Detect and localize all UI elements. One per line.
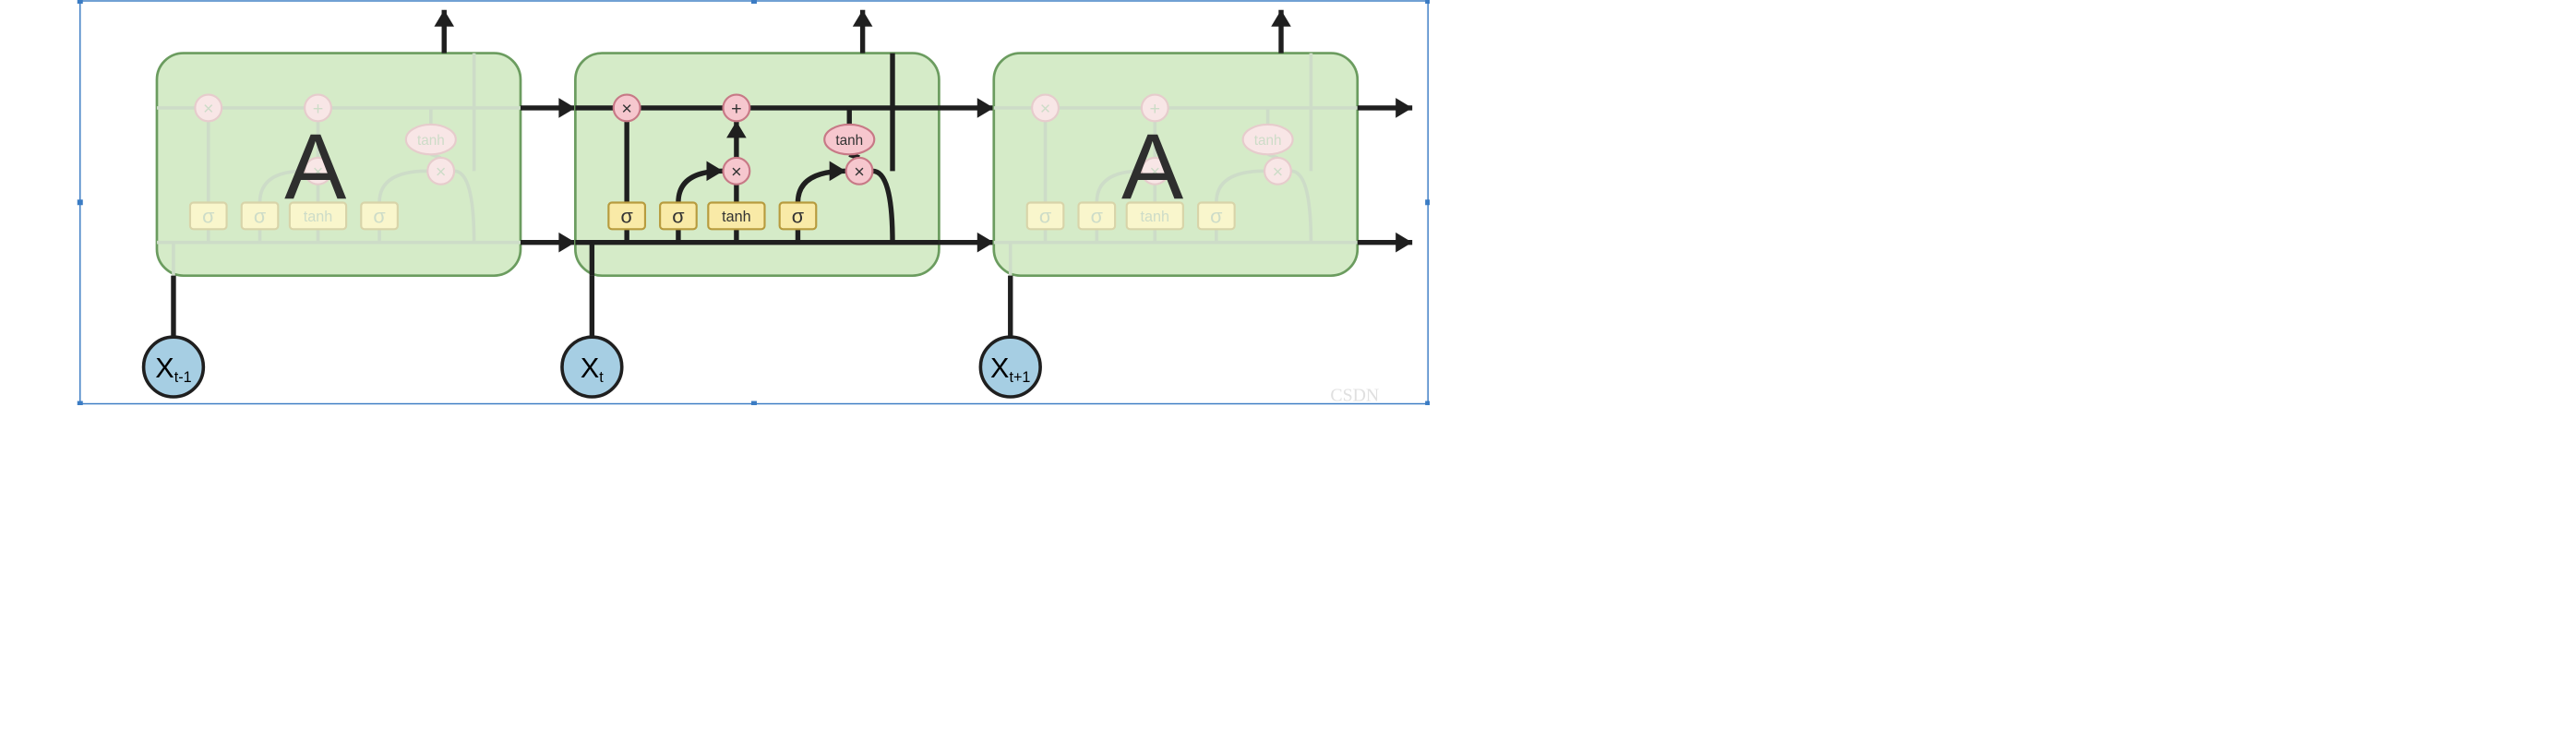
gate-label: σ (373, 204, 385, 227)
lstm-cell-center: σ σ tanh σ × + × tanh × (575, 54, 939, 276)
gate-label: σ (202, 204, 214, 227)
op-label: tanh (417, 133, 445, 149)
lstm-cell-prev: σσtanhσ×+×tanh×A (157, 54, 521, 276)
gate-label: σ (254, 204, 266, 227)
op-label: × (1273, 162, 1284, 182)
cell-overlay-label: A (284, 116, 346, 220)
op-label: × (203, 99, 214, 119)
gate-label: σ (792, 204, 804, 227)
selection-handle[interactable] (78, 199, 83, 205)
selection-handle[interactable] (1425, 0, 1430, 4)
selection-handle[interactable] (1425, 199, 1430, 205)
gate-label: σ (1210, 204, 1222, 227)
lstm-diagram: σσtanhσ×+×tanh×AXt-1σσtanhσ×+×tanh×Xtσσt… (0, 0, 1430, 405)
gate-label: σ (1091, 204, 1103, 227)
op-label: × (854, 162, 865, 182)
op-label: tanh (835, 133, 863, 149)
selection-handle[interactable] (78, 0, 83, 4)
selection-handle[interactable] (751, 401, 757, 405)
gate-label: tanh (722, 209, 751, 225)
selection-handle[interactable] (78, 401, 83, 405)
gate-label: σ (1039, 204, 1051, 227)
watermark: CSDN (1330, 386, 1379, 405)
op-label: × (1040, 99, 1051, 119)
op-label: × (621, 99, 632, 119)
gate-label: σ (620, 204, 632, 227)
diagram-root: σσtanhσ×+×tanh×AXt-1σσtanhσ×+×tanh×Xtσσt… (144, 10, 1413, 397)
op-label: × (731, 162, 742, 182)
cell-overlay-label: A (1121, 116, 1183, 220)
op-label: tanh (1254, 133, 1282, 149)
selection-handle[interactable] (751, 0, 757, 4)
selection-handle[interactable] (1425, 401, 1430, 405)
op-label: + (731, 99, 742, 119)
lstm-cell-next: σσtanhσ×+×tanh×A (994, 54, 1358, 276)
op-label: × (436, 162, 447, 182)
gate-label: σ (672, 204, 684, 227)
